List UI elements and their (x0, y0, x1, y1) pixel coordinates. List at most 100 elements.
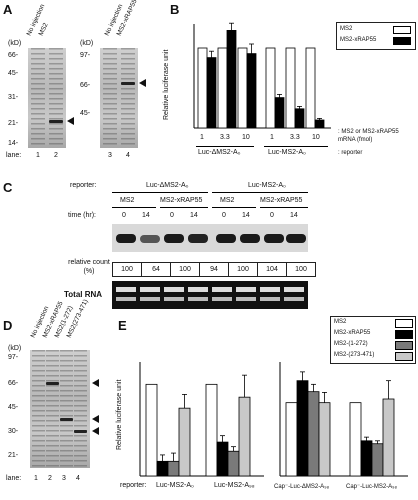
panel-e-reporter-label: reporter: (120, 482, 147, 489)
count-cell: 100 (228, 262, 258, 277)
x-tick: 1 (270, 134, 274, 141)
legend-label: MS2-xRAP55 (340, 37, 377, 43)
x-tick: 1 (200, 134, 204, 141)
lane-number: 3 (108, 152, 112, 159)
marker: 97- (8, 354, 19, 361)
gel1-kd-label: (kD) (8, 40, 22, 47)
bar (145, 383, 158, 477)
x-tick: 10 (312, 134, 320, 141)
bar (156, 460, 169, 477)
panel-b-mrna-label: : MS2 or MS2-xRAP55 mRNA (fmol) (338, 129, 399, 143)
count-cell: 100 (286, 262, 316, 277)
panel-e-group: Cap⁻-Luc-ΔMS2-A₉₈ (274, 484, 330, 490)
panel-e-label: E (118, 318, 127, 333)
legend-swatch (395, 330, 413, 339)
panel-c-reporter-2: Luc-MS2-A₀ (248, 182, 286, 189)
bar (178, 407, 191, 477)
marker: 66- (8, 380, 19, 387)
panel-c-protein-2: MS2-xRAP55 (160, 197, 203, 204)
panel-e-left-bars (145, 374, 251, 477)
marker: 31- (8, 94, 19, 101)
bar (167, 460, 180, 477)
panel-c-count-label: relative count (%) (68, 259, 110, 275)
gel2-image (100, 48, 138, 148)
legend-swatch (395, 341, 413, 350)
count-cell: 64 (141, 262, 171, 277)
bar (227, 450, 240, 477)
total-rna-gel-image (112, 281, 308, 309)
legend-swatch (395, 319, 413, 328)
bar (274, 97, 285, 129)
lane-label-d: lane: (6, 475, 22, 482)
bar (285, 47, 296, 129)
bar (205, 383, 218, 477)
x-tick: 3.3 (290, 134, 300, 141)
lane-number: 3 (62, 475, 66, 482)
legend-swatch (395, 352, 413, 361)
x-tick: 3.3 (220, 134, 230, 141)
reporter-bracket (212, 192, 308, 193)
bar (206, 57, 217, 129)
bar (296, 380, 309, 477)
protein-bracket (112, 207, 156, 208)
panel-e-right-chart (279, 362, 408, 477)
marker: 66- (80, 82, 91, 89)
time-value: 14 (190, 212, 198, 219)
panel-b-chart (193, 22, 331, 129)
panel-b-label: B (170, 2, 180, 17)
panel-e-group: Luc-MS2-A₀ (156, 482, 194, 489)
lane-label-a: lane: (6, 152, 22, 159)
gel3-arrowhead-icon-2 (92, 415, 99, 423)
legend-label: MS2-(1-272) (334, 341, 368, 347)
gel3-markers: 97- 66- 45- 30- 21- (8, 352, 28, 462)
bar (314, 119, 325, 129)
panel-b-reporter-label: : reporter (338, 150, 363, 156)
gel3-arrowhead-icon-3 (92, 427, 99, 435)
marker: 30- (8, 428, 19, 435)
panel-e-group: Luc-MS2-A₉₈ (214, 482, 255, 489)
group-bracket (264, 146, 328, 147)
gel1-markers: 66- 45- 31- 21- 14- (8, 50, 28, 150)
panel-e-right-bars (285, 371, 395, 477)
panel-b-group-1: Luc-ΔMS2-A₀ (198, 149, 241, 156)
protein-bracket (212, 207, 256, 208)
bar (197, 47, 208, 129)
marker: 14- (8, 140, 19, 147)
time-value: 0 (170, 212, 174, 219)
lane-number: 2 (54, 152, 58, 159)
bar (318, 402, 331, 477)
time-value: 14 (142, 212, 150, 219)
panel-e-left-chart (139, 362, 264, 477)
gel3-image (30, 350, 90, 468)
panel-b-legend: MS2 MS2-xRAP55 (336, 22, 416, 50)
panel-e-ylabel: Relative luciferase unit (116, 379, 123, 450)
panel-b-ylabel: Relative luciferase unit (163, 49, 170, 120)
marker: 97- (80, 52, 91, 59)
relative-count-table: 100 64 100 94 100 104 100 (112, 262, 316, 277)
count-cell: 100 (112, 262, 142, 277)
time-value: 14 (290, 212, 298, 219)
legend-label: MS2 (334, 319, 347, 325)
marker: 45- (8, 404, 19, 411)
panel-d-label: D (3, 318, 13, 333)
reporter-bracket (112, 192, 208, 193)
gel1-arrowhead-icon (67, 117, 74, 125)
lane-number: 4 (126, 152, 130, 159)
lane-number: 1 (34, 475, 38, 482)
panel-e-legend: MS2 MS2-xRAP55 MS2-(1-272) MS2-(273-471) (330, 316, 416, 364)
bar (349, 402, 362, 477)
gel2-markers: 97- 66- 45- (80, 50, 100, 150)
gel1-lane-label-2: MS2 (37, 21, 50, 37)
legend-label: MS2-xRAP55 (334, 330, 371, 336)
marker: 21- (8, 120, 19, 127)
bar (305, 47, 316, 129)
marker: 45- (8, 70, 19, 77)
panel-c-label: C (3, 180, 13, 195)
bar (226, 29, 237, 129)
bar (360, 440, 373, 477)
legend-swatch-xrap55 (393, 37, 411, 45)
panel-e-group: Cap⁻-Luc-MS2-A₉₈ (346, 484, 398, 490)
bar (216, 441, 229, 477)
bar (265, 47, 276, 129)
gel1-image (28, 48, 66, 148)
